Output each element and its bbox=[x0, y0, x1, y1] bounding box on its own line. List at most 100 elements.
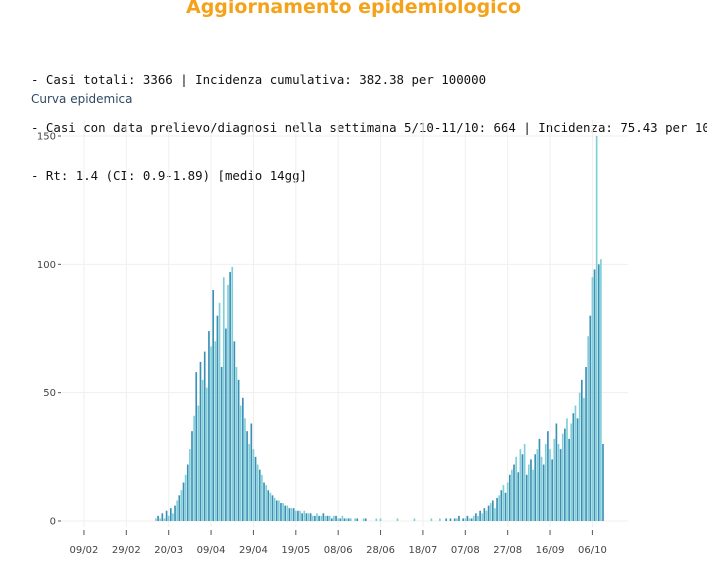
bar bbox=[231, 266, 234, 521]
summary-line-weekly-cases: - Casi con data prelievo/diagnosi nella … bbox=[31, 120, 707, 135]
x-tick-label: 16/09 bbox=[536, 545, 565, 556]
bar bbox=[309, 513, 312, 521]
bar bbox=[553, 438, 556, 521]
bar bbox=[494, 508, 496, 521]
bar bbox=[261, 474, 263, 521]
bar bbox=[208, 331, 210, 521]
bar bbox=[172, 513, 174, 521]
bar bbox=[316, 513, 318, 521]
bar bbox=[184, 474, 187, 521]
bar bbox=[290, 508, 293, 521]
bar bbox=[362, 518, 365, 521]
bar bbox=[589, 315, 592, 521]
bar bbox=[580, 379, 583, 521]
bar bbox=[445, 518, 448, 521]
bar bbox=[252, 449, 255, 521]
bar bbox=[538, 438, 541, 521]
bar bbox=[341, 515, 344, 521]
summary-line-total-cases: - Casi totali: 3366 | Incidenza cumulati… bbox=[31, 72, 487, 87]
bar bbox=[303, 510, 306, 521]
bar bbox=[439, 518, 441, 521]
summary-line-rt: - Rt: 1.4 (CI: 0.9-1.89) [medio 14gg] bbox=[31, 168, 308, 183]
bar bbox=[199, 361, 202, 521]
bar bbox=[186, 464, 189, 521]
bar bbox=[280, 503, 282, 521]
bar bbox=[163, 518, 166, 521]
bar bbox=[307, 513, 310, 521]
y-tick-label: 0 bbox=[50, 517, 56, 528]
bar bbox=[508, 474, 511, 521]
bar bbox=[263, 482, 265, 521]
bar bbox=[583, 397, 585, 521]
x-tick-label: 08/06 bbox=[324, 545, 353, 556]
bar bbox=[534, 454, 537, 521]
bar bbox=[250, 423, 253, 521]
bar bbox=[235, 367, 238, 521]
bar bbox=[528, 464, 530, 521]
bar bbox=[555, 423, 558, 521]
bar bbox=[218, 302, 221, 521]
bar bbox=[593, 269, 596, 521]
bar bbox=[559, 449, 562, 521]
bar bbox=[379, 518, 382, 521]
bar bbox=[477, 515, 479, 521]
x-tick-label: 20/03 bbox=[154, 545, 183, 556]
bar bbox=[551, 459, 553, 521]
bar bbox=[464, 518, 467, 521]
bar bbox=[256, 464, 259, 521]
bar bbox=[532, 469, 534, 521]
bar bbox=[165, 510, 168, 521]
bar bbox=[502, 485, 505, 521]
bar bbox=[314, 515, 316, 521]
bar bbox=[566, 418, 568, 521]
bar bbox=[356, 518, 359, 521]
bar bbox=[597, 264, 600, 521]
bar bbox=[324, 515, 327, 521]
bar bbox=[496, 497, 498, 521]
bar bbox=[602, 444, 604, 521]
bar bbox=[197, 405, 200, 521]
bar bbox=[237, 379, 240, 521]
bar bbox=[244, 418, 246, 521]
bar bbox=[504, 492, 507, 521]
bar bbox=[354, 518, 356, 521]
x-tick-label: 18/07 bbox=[409, 545, 438, 556]
bar bbox=[239, 405, 242, 521]
bar bbox=[570, 423, 573, 521]
bar bbox=[273, 497, 276, 521]
bar bbox=[157, 515, 159, 521]
bar bbox=[519, 449, 522, 521]
bar bbox=[345, 518, 348, 521]
bar bbox=[337, 518, 339, 521]
bar bbox=[568, 438, 570, 521]
bar bbox=[506, 482, 509, 521]
bar bbox=[472, 515, 475, 521]
bar bbox=[195, 372, 198, 521]
bar bbox=[576, 418, 579, 521]
bar bbox=[169, 508, 172, 521]
summary-block: - Casi totali: 3366 | Incidenza cumulati… bbox=[31, 40, 707, 200]
bar bbox=[585, 367, 587, 521]
bar bbox=[479, 510, 481, 521]
bar bbox=[193, 415, 195, 521]
bar bbox=[542, 464, 545, 521]
bar bbox=[278, 500, 280, 521]
x-tick-label: 09/04 bbox=[197, 545, 226, 556]
bar bbox=[523, 444, 526, 521]
y-tick-label: 50 bbox=[43, 388, 56, 399]
bar bbox=[489, 503, 492, 521]
bar bbox=[500, 490, 503, 521]
bar bbox=[485, 510, 488, 521]
bar bbox=[521, 454, 524, 521]
bar bbox=[176, 500, 178, 521]
bar bbox=[517, 472, 520, 521]
bar bbox=[284, 505, 287, 521]
bar bbox=[155, 518, 157, 521]
bar bbox=[513, 464, 515, 521]
bar bbox=[530, 459, 532, 521]
bar bbox=[339, 518, 342, 521]
bar bbox=[286, 505, 289, 521]
bar bbox=[191, 431, 193, 521]
bar bbox=[254, 456, 257, 521]
